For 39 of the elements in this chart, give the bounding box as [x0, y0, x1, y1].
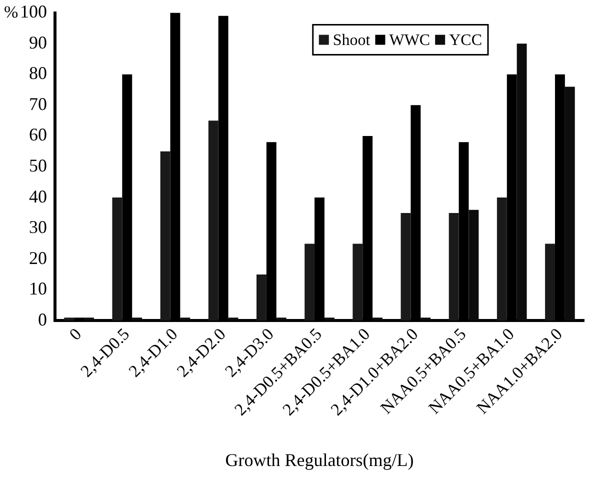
y-tick-label: 40: [29, 186, 47, 206]
y-tick-label: 20: [29, 248, 47, 268]
y-tick-label: 70: [29, 94, 47, 114]
bar: [372, 318, 382, 321]
bar: [160, 151, 170, 321]
y-tick-label: 50: [29, 156, 47, 176]
bar: [420, 318, 431, 321]
bar: [400, 212, 411, 321]
bar: [64, 318, 74, 321]
bar: [324, 318, 334, 321]
bar: [468, 210, 479, 321]
bar: [516, 44, 527, 321]
bar: [228, 318, 238, 321]
bar: [448, 212, 459, 321]
bar: [352, 244, 363, 321]
y-tick-label: 100: [20, 2, 47, 22]
legend-label: WWC: [389, 32, 430, 50]
legend-label: YCC: [449, 32, 482, 50]
y-tick-label: 90: [29, 32, 47, 52]
bar: [112, 198, 122, 321]
bar: [208, 120, 218, 321]
y-tick-label: 60: [29, 124, 47, 145]
bar: [180, 318, 190, 321]
bar: [84, 318, 94, 321]
bar: [564, 86, 575, 321]
legend-label: Shoot: [332, 32, 371, 50]
bar: [132, 318, 142, 321]
y-tick-label: 80: [29, 63, 47, 84]
x-axis-title: Growth Regulators(mg/L): [225, 450, 414, 470]
y-tick-label: 10: [29, 278, 47, 299]
bar: [276, 318, 286, 321]
bar: [304, 244, 315, 321]
x-tick-label: 0: [66, 324, 86, 344]
bar: [545, 244, 555, 321]
y-tick-label: 30: [29, 217, 47, 238]
bar: [496, 198, 507, 321]
y-axis-title: %: [4, 2, 18, 22]
y-tick-label: 0: [38, 309, 47, 330]
bar: [256, 274, 266, 321]
